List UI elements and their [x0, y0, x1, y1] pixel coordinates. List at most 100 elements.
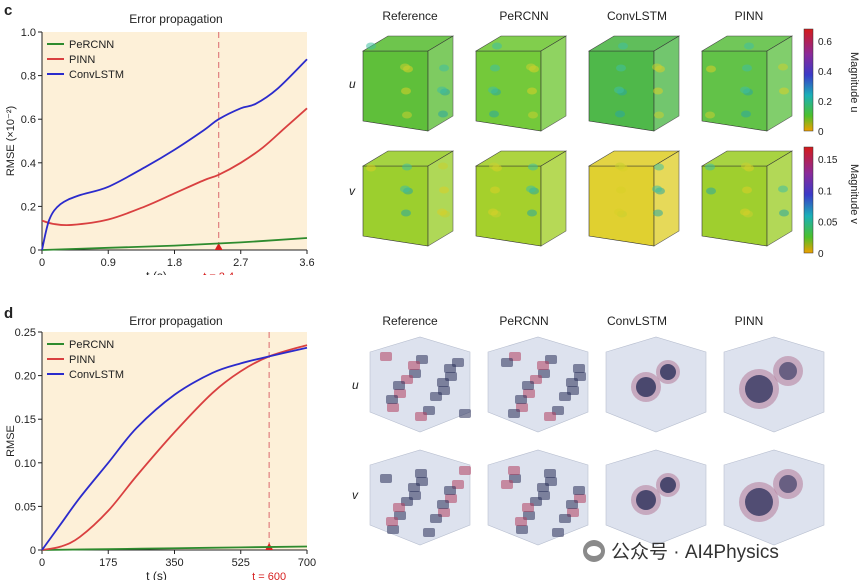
cube-spot: [401, 209, 411, 217]
cube-spot: [741, 110, 751, 118]
volume-blob: [552, 528, 564, 537]
volume-blob: [515, 395, 527, 404]
cube-spot: [618, 42, 628, 50]
cube-spot: [528, 111, 538, 119]
cube-spot: [402, 111, 412, 119]
volume-blob: [501, 358, 513, 367]
cube-side: [427, 35, 454, 132]
volume-blob: [444, 364, 456, 373]
cube-spot: [490, 64, 500, 72]
cube-spot: [652, 63, 662, 71]
col-label-reference-c: Reference: [382, 9, 438, 23]
cube-front: [362, 50, 429, 132]
y-tick-label: 0.4: [21, 158, 36, 170]
x-tick-label: 0.9: [101, 257, 116, 269]
volume-blob: [559, 392, 571, 401]
volume-r1-c0: [369, 449, 471, 546]
colorbar-tick-label: 0.1: [818, 186, 832, 197]
series-line-pinn: [41, 344, 308, 551]
cube-spot: [614, 86, 624, 94]
series-line-convlstm: [41, 346, 308, 551]
volume-blob: [508, 409, 520, 418]
y-axis-label: RMSE: [5, 425, 17, 457]
plot-area: [42, 32, 307, 250]
col-label-convlstm-c: ConvLSTM: [606, 9, 668, 23]
colorbars: 0.6 0.4 0.2 0 0.15 0.1 0.05 0: [803, 28, 838, 260]
volume-blob: [573, 364, 585, 373]
colorbar-v-label: Magnitude v: [848, 164, 860, 224]
x-tick-label: 0: [39, 257, 45, 269]
cube-spot: [740, 86, 750, 94]
volume-sphere-core: [636, 377, 656, 397]
volume-blob: [501, 480, 513, 489]
cube-spot: [438, 162, 448, 170]
panel-letter-c: c: [4, 2, 13, 19]
chart-d-title: Error propagation: [129, 314, 223, 328]
volume-sphere-core: [745, 375, 773, 403]
cube-spot: [527, 209, 537, 217]
volume-blob: [423, 528, 435, 537]
x-axis-label: t (s): [146, 269, 167, 275]
colorbar-tick-label: 0.2: [818, 97, 832, 108]
cube-spot: [438, 110, 448, 118]
volume-r1-c1: [487, 449, 589, 546]
x-tick-label: 175: [99, 557, 117, 569]
x-tick-label: 2.7: [233, 257, 248, 269]
watermark-text: 公众号 · AI4Physics: [611, 542, 779, 563]
legend-label-percnn: PeRCNN: [69, 39, 114, 51]
volume-blob: [408, 361, 420, 370]
cube-spot: [653, 87, 663, 95]
row-label-u-d: u: [352, 378, 359, 392]
chart-c-title: Error propagation: [129, 12, 223, 26]
volume-blob: [386, 517, 398, 526]
cube-r1-c1: [474, 150, 568, 247]
cube-spot: [366, 164, 376, 172]
colorbar-0: [803, 28, 814, 132]
y-tick-label: 0.10: [15, 458, 36, 470]
volume-blob: [408, 483, 420, 492]
volume-blob: [387, 403, 399, 412]
volume-blob: [393, 381, 405, 390]
volume-blob: [516, 525, 528, 534]
cube-spot: [437, 208, 447, 216]
cube-spot: [488, 208, 498, 216]
cube-side: [540, 35, 567, 132]
legend-label-pinn: PINN: [69, 354, 95, 366]
cube-front: [362, 165, 429, 247]
cube-spot: [614, 208, 624, 216]
colorbar-tick-label: 0.6: [818, 37, 832, 48]
y-tick-label: 0.15: [15, 414, 36, 426]
cube-spot: [401, 87, 411, 95]
cube-spot: [615, 110, 625, 118]
col-label-reference-d: Reference: [382, 314, 438, 328]
col-label-percnn-c: PeRCNN: [499, 9, 549, 23]
series-line-pinn: [41, 107, 308, 227]
cube-front: [701, 50, 768, 132]
volume-sphere-core: [779, 475, 797, 493]
wechat-icon: [583, 539, 605, 562]
row-label-v-d: v: [352, 488, 358, 502]
y-axis-label: RMSE (×10⁻²): [5, 106, 17, 176]
volume-blob: [393, 503, 405, 512]
legend-label-convlstm: ConvLSTM: [69, 369, 124, 381]
x-tick-label: 700: [298, 557, 316, 569]
panel-letter-d: d: [4, 305, 14, 322]
volume-blob: [508, 466, 520, 475]
cube-spot: [778, 63, 788, 71]
colorbar-tick-label: 0.15: [818, 155, 838, 166]
cube-spot: [526, 185, 536, 193]
legend-label-pinn: PINN: [69, 54, 95, 66]
row-label-v-c: v: [349, 184, 355, 198]
col-label-percnn-d: PeRCNN: [499, 314, 549, 328]
volume-blob: [522, 503, 534, 512]
x-tick-label: 350: [165, 557, 183, 569]
volume-r0-c0: [369, 336, 471, 433]
marker-label: t = 2.4: [203, 271, 234, 275]
cube-spot: [439, 64, 449, 72]
cube-spot: [489, 162, 499, 170]
y-tick-label: 0.20: [15, 371, 36, 383]
cube-spot: [402, 163, 412, 171]
cube-r0-c1: [474, 35, 568, 132]
cube-spot: [741, 162, 751, 170]
cube-spot: [366, 42, 376, 50]
